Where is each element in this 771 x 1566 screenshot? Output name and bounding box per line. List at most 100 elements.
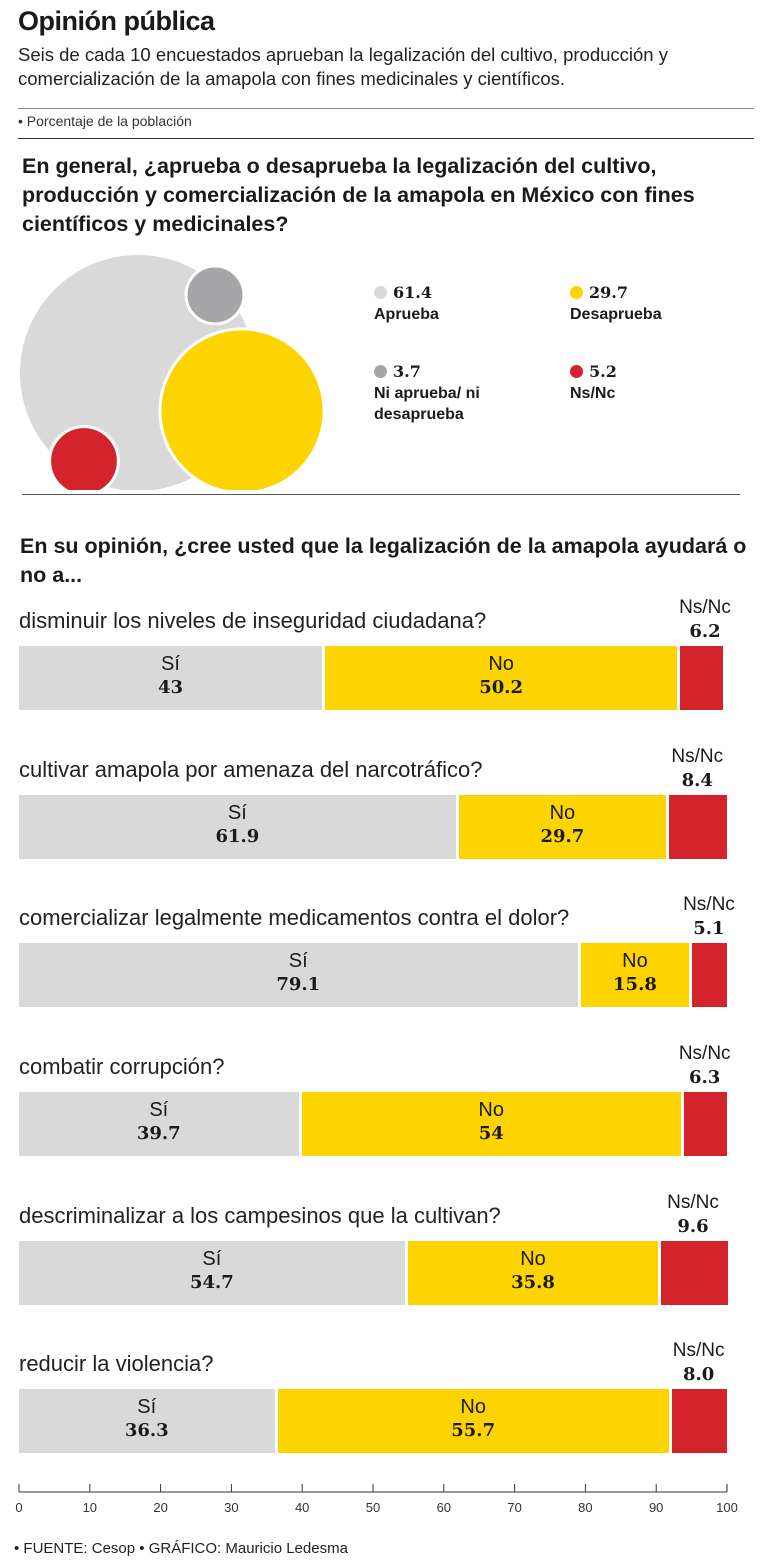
segment-series-name: No	[622, 950, 648, 972]
bar-row: reducir la violencia? Sí 36.3 No 55.7 Ns/Nc 8.…	[0, 1340, 771, 1471]
bar-segment-ns	[683, 1092, 727, 1156]
ns-nc-value: 8.4	[681, 770, 713, 791]
segment-label: No 50.2	[325, 652, 677, 700]
bar-category-label: descriminalizar a los campesinos que la …	[19, 1203, 501, 1228]
ns-nc-series-name: Ns/Nc	[672, 1340, 725, 1361]
bar-row: disminuir los niveles de inseguridad ciu…	[0, 597, 771, 728]
stacked-bar: Sí 36.3 No 55.7	[19, 1389, 727, 1453]
legend-value: 29.7	[589, 283, 628, 302]
unit-note: • Porcentaje de la población	[18, 113, 192, 129]
segment-label: No 29.7	[459, 801, 666, 849]
segment-series-name: No	[520, 1248, 546, 1270]
segment-label: Sí 36.3	[19, 1395, 275, 1443]
segment-series-name: Sí	[137, 1396, 157, 1418]
segment-value: 54.7	[189, 1272, 234, 1293]
ns-nc-value: 5.1	[693, 918, 725, 939]
segment-series-name: Sí	[227, 802, 247, 824]
x-tick-label: 0	[15, 1500, 22, 1515]
ns-nc-series-name: Ns/Nc	[667, 1192, 719, 1213]
bar-segment-ns	[669, 795, 727, 859]
bar-row: cultivar amapola por amenaza del narcotr…	[0, 746, 771, 877]
page-title: Opinión pública	[18, 6, 215, 36]
stacked-bar: Sí 39.7 No 54	[19, 1092, 727, 1156]
segment-value: 79.1	[276, 974, 321, 995]
legend-label: Ns/Nc	[570, 385, 616, 402]
legend-dot	[570, 365, 583, 378]
legend-value: 5.2	[589, 362, 617, 381]
segment-series-name: No	[488, 653, 514, 675]
bar-category-label: comercializar legalmente medicamentos co…	[19, 905, 570, 930]
segment-label: Sí 61.9	[19, 801, 456, 849]
x-tick-label: 60	[437, 1500, 451, 1515]
segment-label: Sí 79.1	[19, 949, 578, 997]
divider	[18, 108, 754, 109]
impact-question: En su opinión, ¿cree usted que la legali…	[20, 534, 747, 587]
segment-label: No 54	[302, 1098, 681, 1146]
bar-segment-ns	[680, 646, 723, 710]
ns-nc-label: Ns/Nc 8.4	[667, 745, 727, 793]
bar-segment-ns	[671, 1389, 727, 1453]
x-tick-label: 70	[507, 1500, 521, 1515]
x-tick-label: 80	[578, 1500, 592, 1515]
segment-value: 55.7	[451, 1420, 496, 1441]
bar-segment-no: No 54	[301, 1092, 681, 1156]
segment-value: 39.7	[136, 1123, 181, 1144]
x-tick-label: 30	[224, 1500, 238, 1515]
segment-value: 29.7	[540, 826, 585, 847]
bar-segment-si: Sí 54.7	[19, 1241, 405, 1305]
segment-series-name: No	[460, 1396, 486, 1418]
ns-nc-label: Ns/Nc 9.6	[663, 1191, 723, 1239]
segment-value: 36.3	[124, 1420, 169, 1441]
segment-series-name: Sí	[288, 950, 308, 972]
ns-nc-value: 6.3	[689, 1067, 721, 1088]
legend-value: 3.7	[393, 362, 421, 381]
segment-series-name: No	[478, 1099, 504, 1121]
segment-label: No 55.7	[278, 1395, 669, 1443]
x-tick-label: 100	[716, 1500, 738, 1515]
divider	[18, 138, 754, 139]
bubble-ns-nc	[48, 425, 120, 490]
x-axis: 0 10 20 30 40 50 60 70 80 90 100	[15, 1484, 738, 1515]
bar-row: combatir corrupción? Sí 39.7 No 54 Ns/Nc 6.3	[0, 1043, 771, 1174]
legend-label: Aprueba	[374, 306, 439, 323]
ns-nc-label: Ns/Nc 6.3	[675, 1042, 735, 1090]
bar-segment-no: No 50.2	[324, 646, 678, 710]
x-tick-label: 20	[153, 1500, 167, 1515]
segment-label: No 35.8	[408, 1247, 658, 1295]
ns-nc-label: Ns/Nc 5.1	[679, 893, 739, 941]
segment-label: Sí 39.7	[19, 1098, 299, 1146]
page-subtitle: Seis de cada 10 encuestados aprueban la …	[18, 44, 668, 89]
divider	[22, 494, 740, 495]
ns-nc-value: 6.2	[689, 621, 721, 642]
ns-nc-label: Ns/Nc 6.2	[675, 596, 735, 644]
stacked-bar: Sí 79.1 No 15.8	[19, 943, 727, 1007]
legend-dot	[374, 365, 387, 378]
segment-label: Sí 43	[19, 652, 322, 700]
x-tick-label: 40	[295, 1500, 309, 1515]
legend-item-ns-nc: 5.2 Ns/Nc	[570, 361, 720, 404]
x-tick-label: 90	[649, 1500, 663, 1515]
segment-value: 54	[478, 1123, 504, 1144]
ns-nc-series-name: Ns/Nc	[679, 597, 731, 618]
bar-row: comercializar legalmente medicamentos co…	[0, 894, 771, 1025]
source-credit: • FUENTE: Cesop • GRÁFICO: Mauricio Lede…	[14, 1540, 348, 1557]
legend-label: Ni aprueba/ ni desaprueba	[374, 385, 480, 423]
bar-category-label: combatir corrupción?	[19, 1054, 225, 1079]
segment-series-name: Sí	[161, 653, 180, 675]
bar-segment-si: Sí 79.1	[19, 943, 578, 1007]
ns-nc-value: 9.6	[677, 1216, 709, 1237]
bar-segment-no: No 15.8	[580, 943, 690, 1007]
ns-nc-series-name: Ns/Nc	[678, 1043, 731, 1064]
segment-series-name: Sí	[149, 1099, 169, 1121]
legend-dot	[374, 286, 387, 299]
bubble-ni-aprueba	[184, 264, 246, 326]
legend-item-ni-aprueba: 3.7 Ni aprueba/ ni desaprueba	[374, 361, 524, 425]
stacked-bar: Sí 54.7 No 35.8	[19, 1241, 728, 1305]
segment-series-name: Sí	[202, 1248, 222, 1270]
segment-series-name: No	[549, 802, 576, 824]
approval-bubble-chart	[20, 255, 326, 490]
bar-segment-no: No 29.7	[458, 795, 667, 859]
segment-value: 43	[157, 677, 183, 698]
bar-segment-ns	[692, 943, 727, 1007]
legend-label: Desaprueba	[570, 306, 662, 323]
